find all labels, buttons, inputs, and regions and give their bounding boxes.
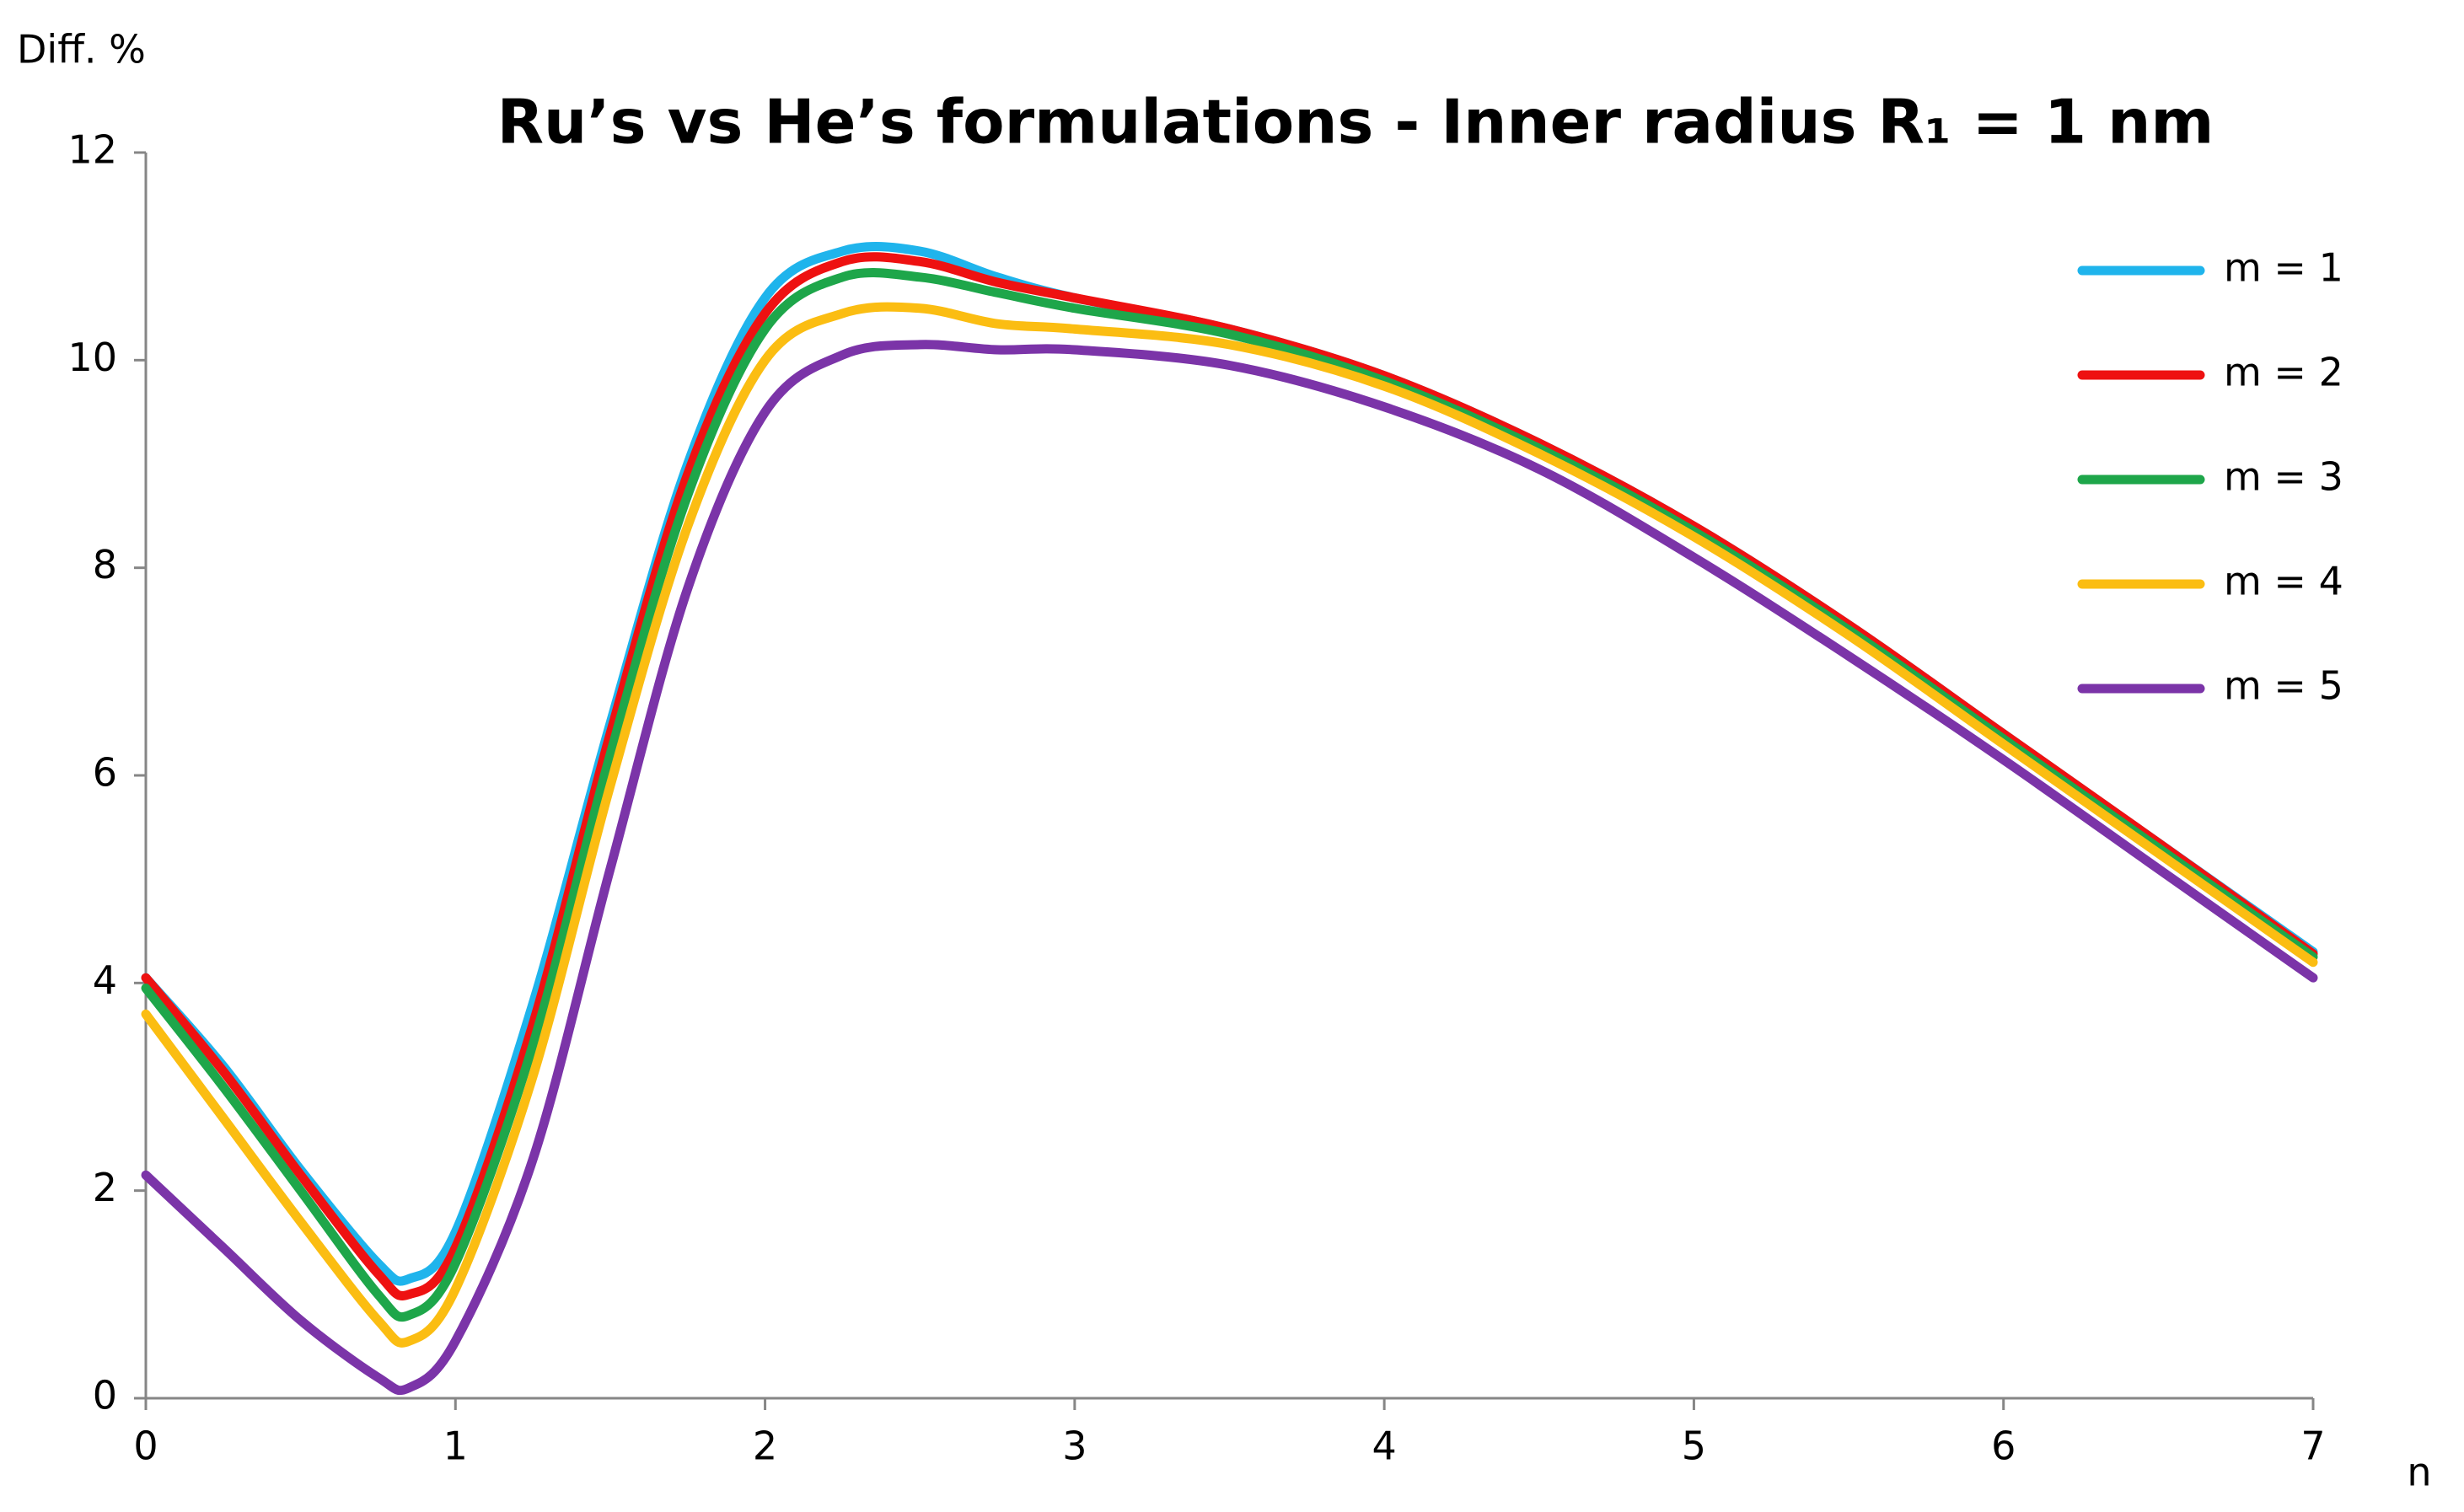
data-line xyxy=(141,242,2318,1286)
y-tick-label: 0 xyxy=(93,1373,117,1418)
y-axis-label: Diff. % xyxy=(17,27,146,72)
legend-label: m = 2 xyxy=(2224,350,2343,395)
data-line xyxy=(141,302,2318,1348)
y-tick-label: 8 xyxy=(93,542,117,587)
y-tick-label: 10 xyxy=(67,335,117,380)
x-tick-label: 6 xyxy=(1991,1424,2016,1469)
x-tick-label: 5 xyxy=(1682,1424,1706,1469)
legend-label: m = 1 xyxy=(2224,245,2343,291)
y-tick-label: 4 xyxy=(93,957,117,1003)
legend-label: m = 5 xyxy=(2224,663,2343,709)
y-tick-label: 6 xyxy=(93,750,117,796)
legend-label: m = 3 xyxy=(2224,454,2343,500)
y-tick-label: 12 xyxy=(67,127,117,173)
data-line xyxy=(141,340,2318,1396)
x-tick-label: 0 xyxy=(133,1424,158,1469)
data-line xyxy=(141,267,2318,1322)
y-tick-label: 2 xyxy=(93,1165,117,1210)
x-tick-label: 7 xyxy=(2300,1424,2325,1469)
legend-label: m = 4 xyxy=(2224,559,2343,604)
chart-title: Ru’s vs He’s formulations - Inner radius… xyxy=(497,87,2214,158)
x-tick-label: 3 xyxy=(1062,1424,1087,1469)
x-tick-label: 2 xyxy=(753,1424,777,1469)
data-line xyxy=(141,252,2318,1300)
x-tick-label: 1 xyxy=(443,1424,468,1469)
x-axis-label: n xyxy=(2407,1450,2431,1495)
x-tick-label: 4 xyxy=(1372,1424,1397,1469)
